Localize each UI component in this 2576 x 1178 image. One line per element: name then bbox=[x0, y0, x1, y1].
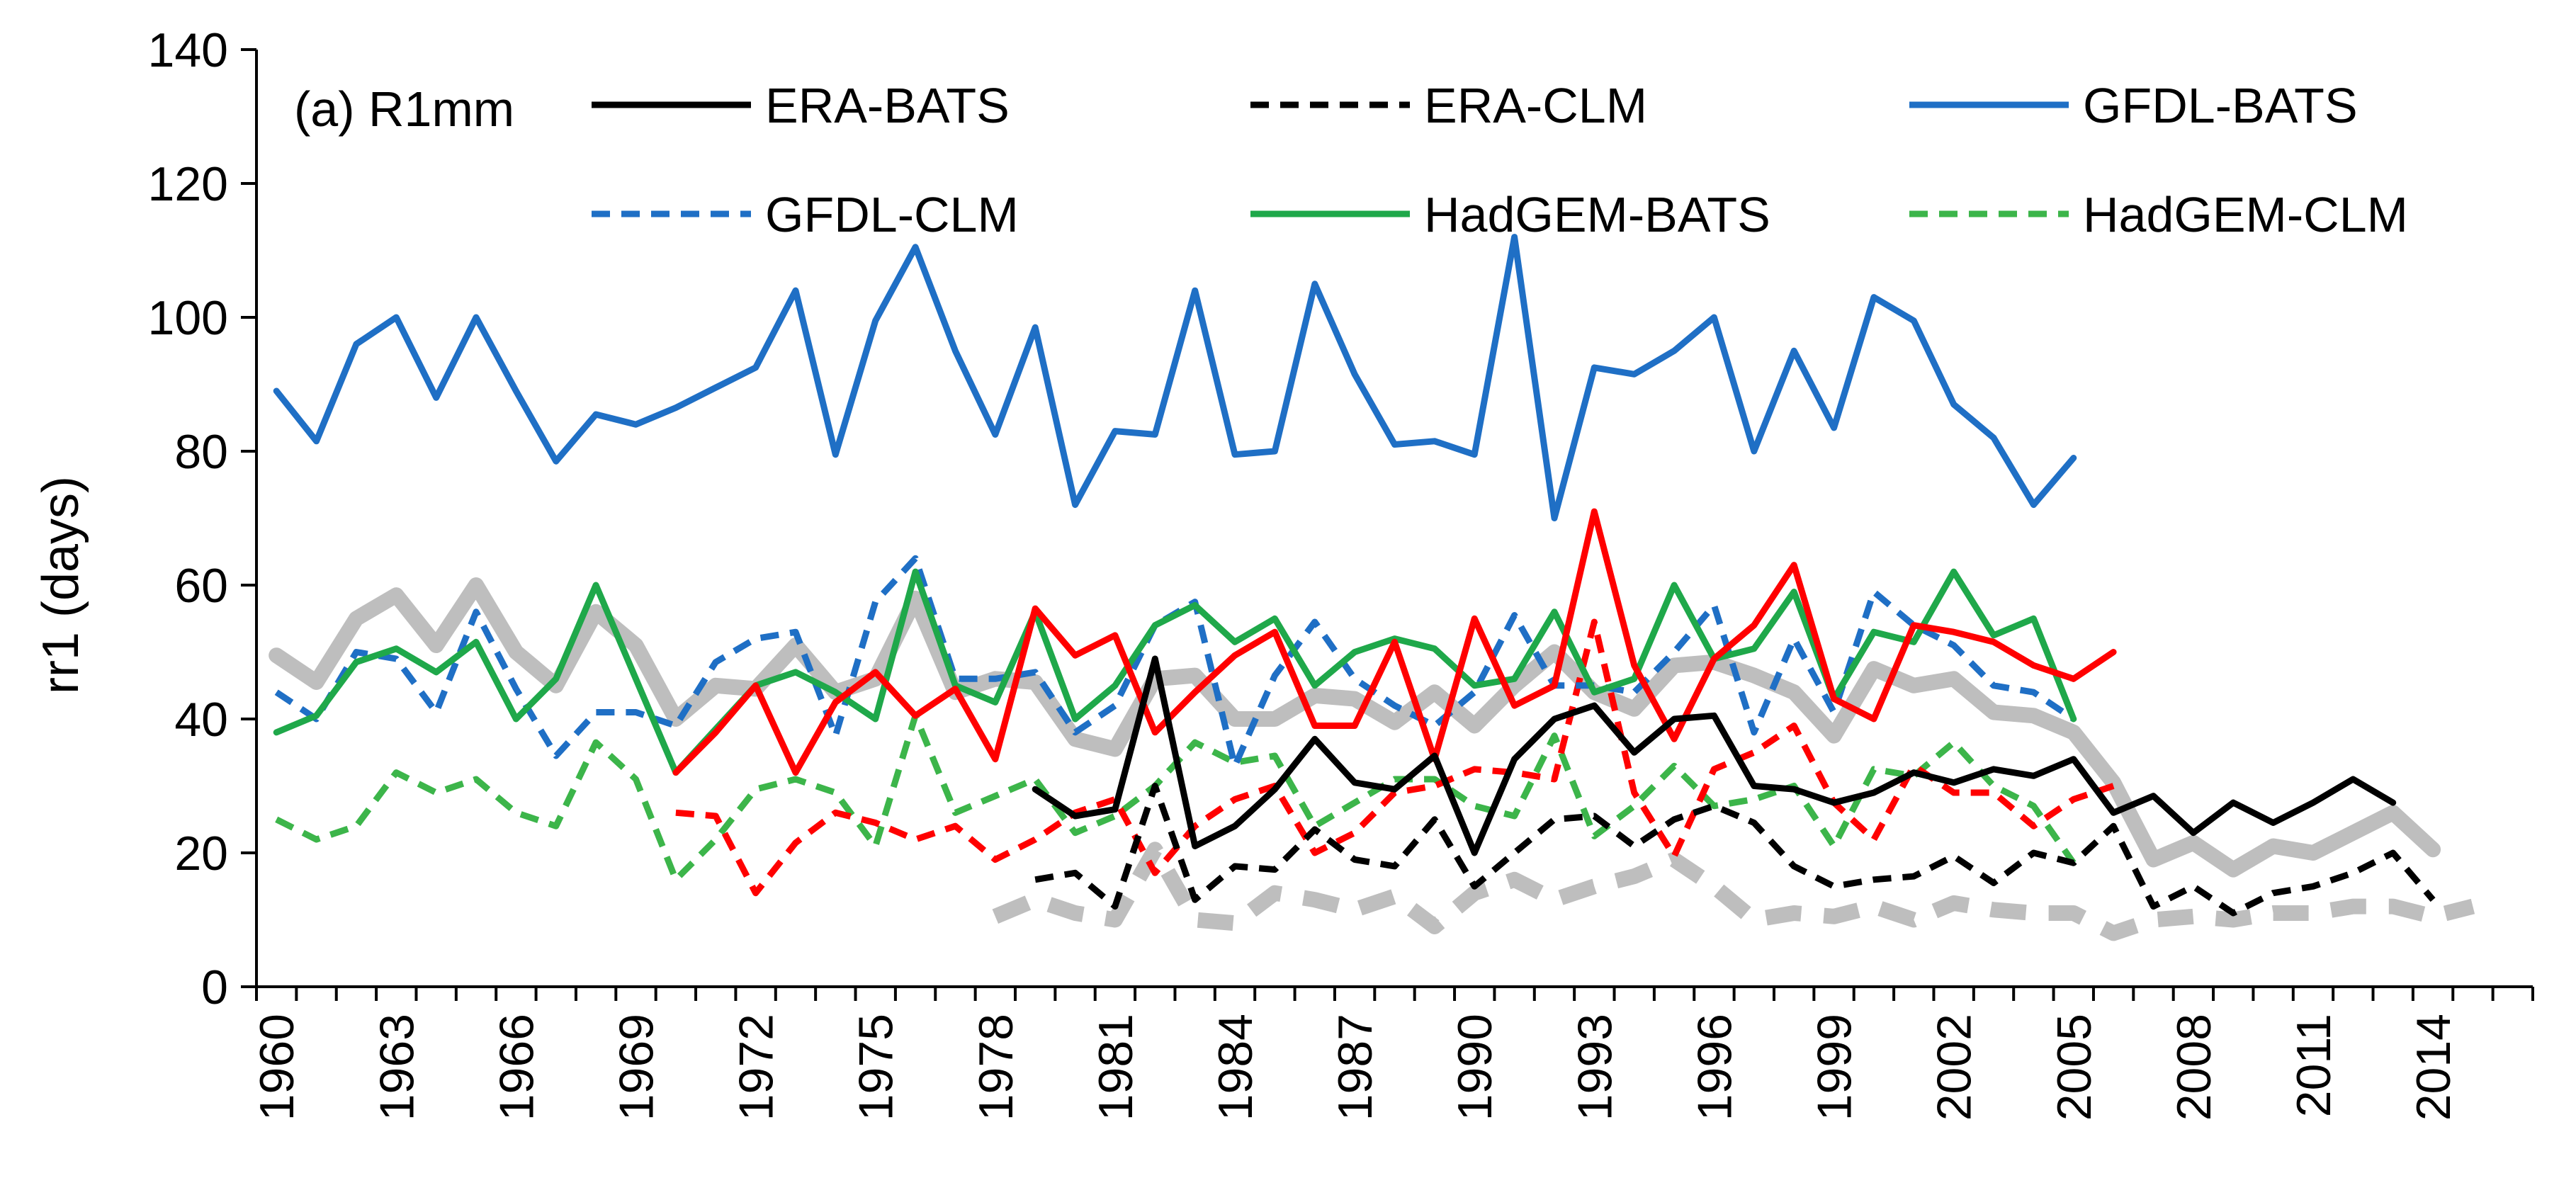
x-tick-label: 1972 bbox=[730, 1014, 784, 1121]
legend-label-gfdl-clm: GFDL-CLM bbox=[765, 187, 1019, 242]
x-tick-label: 2008 bbox=[2167, 1014, 2221, 1121]
series-line-gfdl-bats bbox=[273, 234, 2077, 521]
series-line-grey-solid bbox=[269, 577, 2441, 878]
series-line-red-dashed bbox=[675, 618, 2115, 897]
y-tick-label: 40 bbox=[174, 693, 228, 747]
axes bbox=[255, 50, 2533, 988]
y-tick-label: 120 bbox=[148, 157, 228, 211]
series-line-red-solid bbox=[672, 508, 2117, 776]
series-line-hadgem-bats bbox=[273, 568, 2077, 776]
x-tick-label: 1966 bbox=[490, 1014, 543, 1121]
legend-label-era-bats: ERA-BATS bbox=[765, 78, 1010, 133]
y-tick-label: 60 bbox=[174, 559, 228, 613]
series-layer bbox=[269, 234, 2475, 941]
x-tick-label: 2005 bbox=[2047, 1014, 2101, 1121]
panel-label: (a) R1mm bbox=[294, 81, 514, 137]
y-tick-label: 20 bbox=[174, 827, 228, 880]
x-tick-label: 1975 bbox=[849, 1014, 903, 1121]
y-axis-ticks: 0 20 40 60 80 100 120 140 bbox=[148, 23, 256, 1014]
x-tick-label: 1981 bbox=[1089, 1014, 1143, 1121]
x-tick-label: 1984 bbox=[1209, 1014, 1262, 1121]
x-tick-label: 1960 bbox=[250, 1014, 304, 1121]
legend: ERA-BATS ERA-CLM GFDL-BATS GFDL-CLM HadGEM-B… bbox=[592, 78, 2408, 242]
y-tick-label: 140 bbox=[148, 23, 228, 77]
x-tick-label: 1978 bbox=[969, 1014, 1023, 1121]
x-tick-label: 1963 bbox=[370, 1014, 424, 1121]
series-line-era-bats bbox=[1032, 655, 2397, 856]
x-tick-label: 2011 bbox=[2287, 1014, 2341, 1117]
x-tick-label: 1999 bbox=[1808, 1014, 1862, 1121]
x-axis-ticks: 1960 1963 1966 1969 1972 1975 1978 1981 1984 1987… bbox=[250, 987, 2534, 1121]
legend-label-hadgem-clm: HadGEM-CLM bbox=[2083, 187, 2408, 242]
legend-label-gfdl-bats: GFDL-BATS bbox=[2083, 78, 2358, 133]
y-axis-label: rr1 (days) bbox=[33, 476, 89, 694]
y-tick-label: 80 bbox=[174, 425, 228, 479]
y-tick-label: 0 bbox=[201, 961, 228, 1014]
x-tick-label: 1996 bbox=[1688, 1014, 1741, 1121]
y-tick-label: 100 bbox=[148, 291, 228, 345]
legend-label-hadgem-bats: HadGEM-BATS bbox=[1424, 187, 1770, 242]
x-tick-label: 1987 bbox=[1328, 1014, 1382, 1121]
x-tick-label: 1969 bbox=[610, 1014, 664, 1121]
x-tick-label: 1990 bbox=[1448, 1014, 1502, 1121]
legend-label-era-clm: ERA-CLM bbox=[1424, 78, 1647, 133]
x-tick-label: 1993 bbox=[1568, 1014, 1622, 1121]
series-line-grey-dashed bbox=[992, 842, 2475, 941]
x-tick-label: 2002 bbox=[1928, 1014, 1982, 1121]
series-line-era-clm bbox=[1034, 783, 2436, 917]
x-tick-label: 2014 bbox=[2407, 1014, 2461, 1121]
